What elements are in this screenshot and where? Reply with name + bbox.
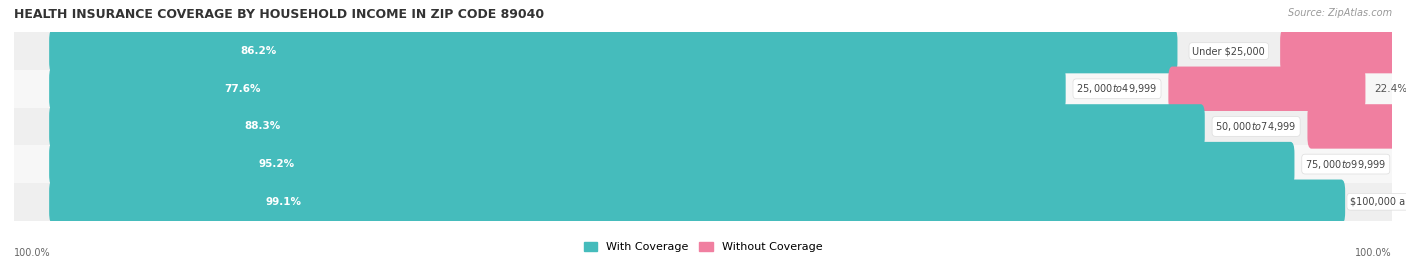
FancyBboxPatch shape xyxy=(1279,29,1405,73)
FancyBboxPatch shape xyxy=(49,66,1066,111)
FancyBboxPatch shape xyxy=(1168,66,1365,111)
FancyBboxPatch shape xyxy=(49,142,1295,186)
Text: $75,000 to $99,999: $75,000 to $99,999 xyxy=(1305,158,1386,171)
Text: 86.2%: 86.2% xyxy=(240,46,277,56)
Bar xyxy=(14,108,1392,145)
FancyBboxPatch shape xyxy=(1398,142,1406,186)
Text: 99.1%: 99.1% xyxy=(266,197,302,207)
Bar xyxy=(14,145,1392,183)
Bar xyxy=(14,32,1392,70)
Text: 77.6%: 77.6% xyxy=(224,84,260,94)
Bar xyxy=(14,70,1392,108)
Text: HEALTH INSURANCE COVERAGE BY HOUSEHOLD INCOME IN ZIP CODE 89040: HEALTH INSURANCE COVERAGE BY HOUSEHOLD I… xyxy=(14,8,544,21)
Bar xyxy=(14,183,1392,221)
Text: $50,000 to $74,999: $50,000 to $74,999 xyxy=(1216,120,1296,133)
Text: 22.4%: 22.4% xyxy=(1375,84,1406,94)
Text: 88.3%: 88.3% xyxy=(245,121,281,132)
Text: $100,000 and over: $100,000 and over xyxy=(1350,197,1406,207)
FancyBboxPatch shape xyxy=(49,29,1177,73)
Text: Source: ZipAtlas.com: Source: ZipAtlas.com xyxy=(1288,8,1392,18)
Legend: With Coverage, Without Coverage: With Coverage, Without Coverage xyxy=(579,237,827,256)
Text: 95.2%: 95.2% xyxy=(259,159,294,169)
FancyBboxPatch shape xyxy=(1308,104,1406,149)
Text: Under $25,000: Under $25,000 xyxy=(1192,46,1265,56)
FancyBboxPatch shape xyxy=(49,104,1205,149)
Text: 100.0%: 100.0% xyxy=(1355,248,1392,258)
FancyBboxPatch shape xyxy=(49,179,1346,224)
Text: $25,000 to $49,999: $25,000 to $49,999 xyxy=(1077,82,1157,95)
Text: 100.0%: 100.0% xyxy=(14,248,51,258)
